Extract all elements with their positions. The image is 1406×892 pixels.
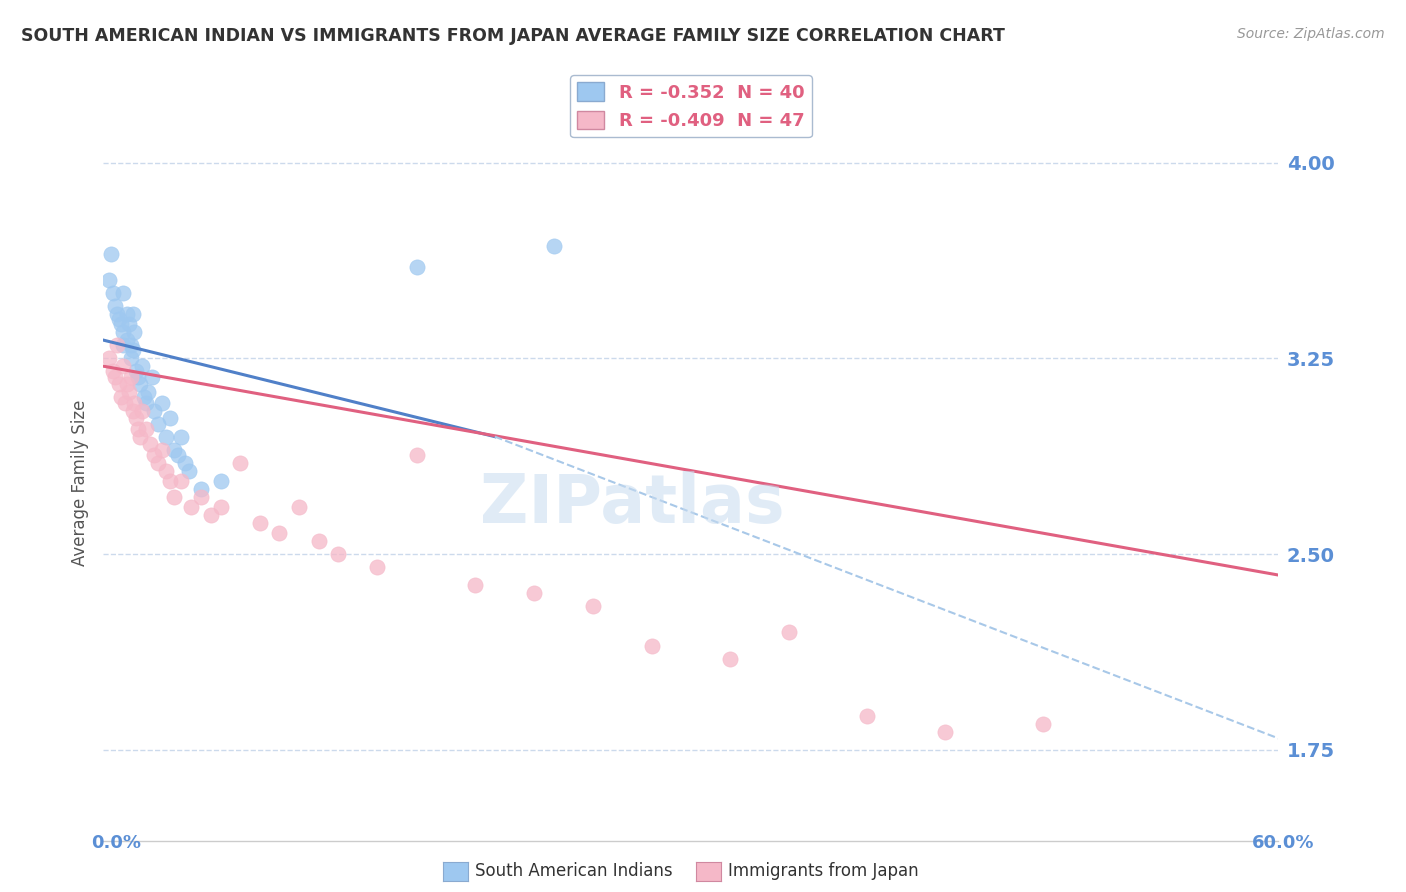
- Point: [155, 430, 177, 444]
- Text: SOUTH AMERICAN INDIAN VS IMMIGRANTS FROM JAPAN AVERAGE FAMILY SIZE CORRELATION C: SOUTH AMERICAN INDIAN VS IMMIGRANTS FROM…: [21, 27, 1005, 45]
- Point: [162, 442, 184, 457]
- Point: [117, 385, 139, 400]
- Text: South American Indians: South American Indians: [475, 863, 673, 880]
- Point: [104, 299, 127, 313]
- Point: [121, 343, 143, 358]
- Point: [107, 377, 129, 392]
- Point: [778, 625, 800, 640]
- Point: [146, 456, 169, 470]
- Point: [150, 442, 173, 457]
- Point: [582, 599, 605, 614]
- Text: 0.0%: 0.0%: [91, 834, 142, 852]
- Point: [107, 312, 129, 326]
- Text: ZIPatlas: ZIPatlas: [479, 471, 785, 537]
- Point: [111, 338, 134, 352]
- Point: [127, 369, 149, 384]
- Point: [229, 456, 252, 470]
- Point: [104, 369, 127, 384]
- Text: Source: ZipAtlas.com: Source: ZipAtlas.com: [1237, 27, 1385, 41]
- Point: [136, 385, 159, 400]
- Point: [101, 286, 124, 301]
- Point: [110, 318, 132, 332]
- Point: [115, 333, 138, 347]
- Point: [98, 351, 121, 366]
- Point: [190, 482, 212, 496]
- Point: [135, 395, 157, 409]
- Point: [111, 286, 134, 301]
- Point: [366, 560, 388, 574]
- Point: [166, 448, 188, 462]
- Legend: R = -0.352  N = 40, R = -0.409  N = 47: R = -0.352 N = 40, R = -0.409 N = 47: [569, 75, 811, 137]
- Point: [209, 500, 232, 515]
- Point: [1032, 716, 1054, 731]
- Point: [127, 422, 149, 436]
- Point: [141, 369, 163, 384]
- Text: Immigrants from Japan: Immigrants from Japan: [728, 863, 920, 880]
- Point: [135, 422, 157, 436]
- Point: [101, 364, 124, 378]
- Point: [464, 578, 486, 592]
- Point: [111, 325, 134, 339]
- Point: [179, 464, 201, 478]
- Point: [105, 307, 128, 321]
- Point: [125, 364, 148, 378]
- Point: [155, 464, 177, 478]
- Point: [640, 639, 662, 653]
- Point: [543, 239, 565, 253]
- Point: [134, 391, 156, 405]
- Point: [269, 526, 291, 541]
- Point: [405, 260, 427, 274]
- Point: [120, 369, 142, 384]
- Point: [120, 351, 142, 366]
- Y-axis label: Average Family Size: Average Family Size: [72, 399, 89, 566]
- Point: [110, 391, 132, 405]
- Point: [121, 403, 143, 417]
- Point: [170, 474, 193, 488]
- Point: [308, 534, 330, 549]
- Point: [120, 338, 142, 352]
- Point: [405, 448, 427, 462]
- Point: [98, 273, 121, 287]
- Point: [139, 437, 162, 451]
- Point: [150, 395, 173, 409]
- Point: [856, 709, 879, 723]
- Point: [124, 325, 146, 339]
- Point: [105, 338, 128, 352]
- Point: [129, 377, 152, 392]
- Point: [143, 403, 166, 417]
- Point: [125, 411, 148, 425]
- Point: [159, 474, 181, 488]
- Point: [129, 430, 152, 444]
- Point: [146, 417, 169, 431]
- Point: [115, 307, 138, 321]
- Point: [100, 247, 122, 261]
- Point: [718, 651, 741, 665]
- Point: [190, 490, 212, 504]
- Point: [131, 359, 153, 373]
- Point: [249, 516, 271, 530]
- Point: [115, 377, 138, 392]
- Point: [159, 411, 181, 425]
- Point: [328, 547, 350, 561]
- Point: [209, 474, 232, 488]
- Point: [117, 318, 139, 332]
- Point: [111, 359, 134, 373]
- Point: [180, 500, 202, 515]
- Point: [200, 508, 222, 522]
- Point: [121, 307, 143, 321]
- Point: [131, 403, 153, 417]
- Point: [114, 395, 136, 409]
- Point: [124, 395, 146, 409]
- Point: [523, 586, 546, 600]
- Point: [934, 724, 956, 739]
- Text: 60.0%: 60.0%: [1253, 834, 1315, 852]
- Point: [170, 430, 193, 444]
- Point: [288, 500, 311, 515]
- Point: [143, 448, 166, 462]
- Point: [174, 456, 197, 470]
- Point: [162, 490, 184, 504]
